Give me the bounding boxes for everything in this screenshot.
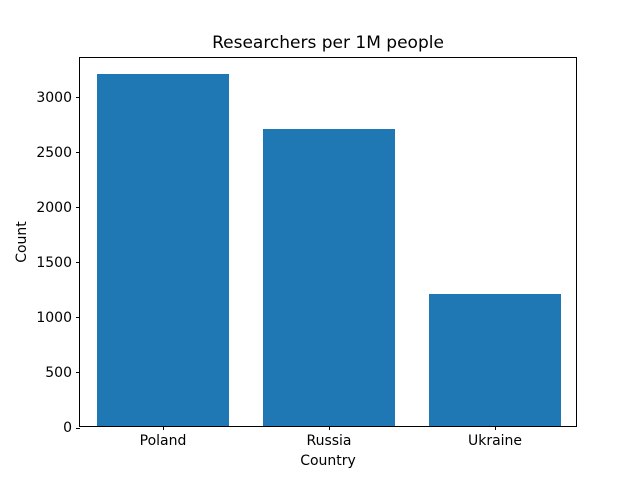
- chart-title: Researchers per 1M people: [212, 33, 444, 53]
- y-tick-label-3000: 3000: [36, 89, 72, 106]
- y-tick-mark: [76, 427, 80, 429]
- y-tick-mark: [76, 97, 80, 99]
- x-tick-label-ukraine: Ukraine: [467, 433, 523, 449]
- y-tick-label-0: 0: [63, 420, 72, 436]
- y-tick-label-2500: 2500: [36, 144, 72, 161]
- x-tick-label-russia: Russia: [306, 433, 352, 449]
- x-tick-mark: [163, 426, 164, 430]
- x-axis-label: Country: [300, 453, 356, 469]
- y-tick-label-1000: 1000: [36, 309, 72, 326]
- x-tick-mark: [329, 426, 330, 430]
- y-tick-mark: [76, 372, 80, 374]
- x-tick-label-poland: Poland: [139, 433, 187, 449]
- y-tick-label-1500: 1500: [36, 254, 72, 271]
- bar-poland: [96, 73, 230, 426]
- y-axis-label: Count: [14, 221, 30, 263]
- y-tick-mark: [76, 207, 80, 209]
- bar-ukraine: [428, 293, 562, 426]
- bar-russia: [262, 128, 396, 426]
- y-tick-label-500: 500: [45, 364, 72, 381]
- y-tick-mark: [76, 152, 80, 154]
- plot-area: Poland Russia Ukraine 0 500 1000 1500 2000 2500 3…: [36, 57, 577, 449]
- y-tick-mark: [76, 262, 80, 264]
- y-tick-mark: [76, 317, 80, 319]
- x-tick-mark: [495, 426, 496, 430]
- y-tick-label-2000: 2000: [36, 199, 72, 216]
